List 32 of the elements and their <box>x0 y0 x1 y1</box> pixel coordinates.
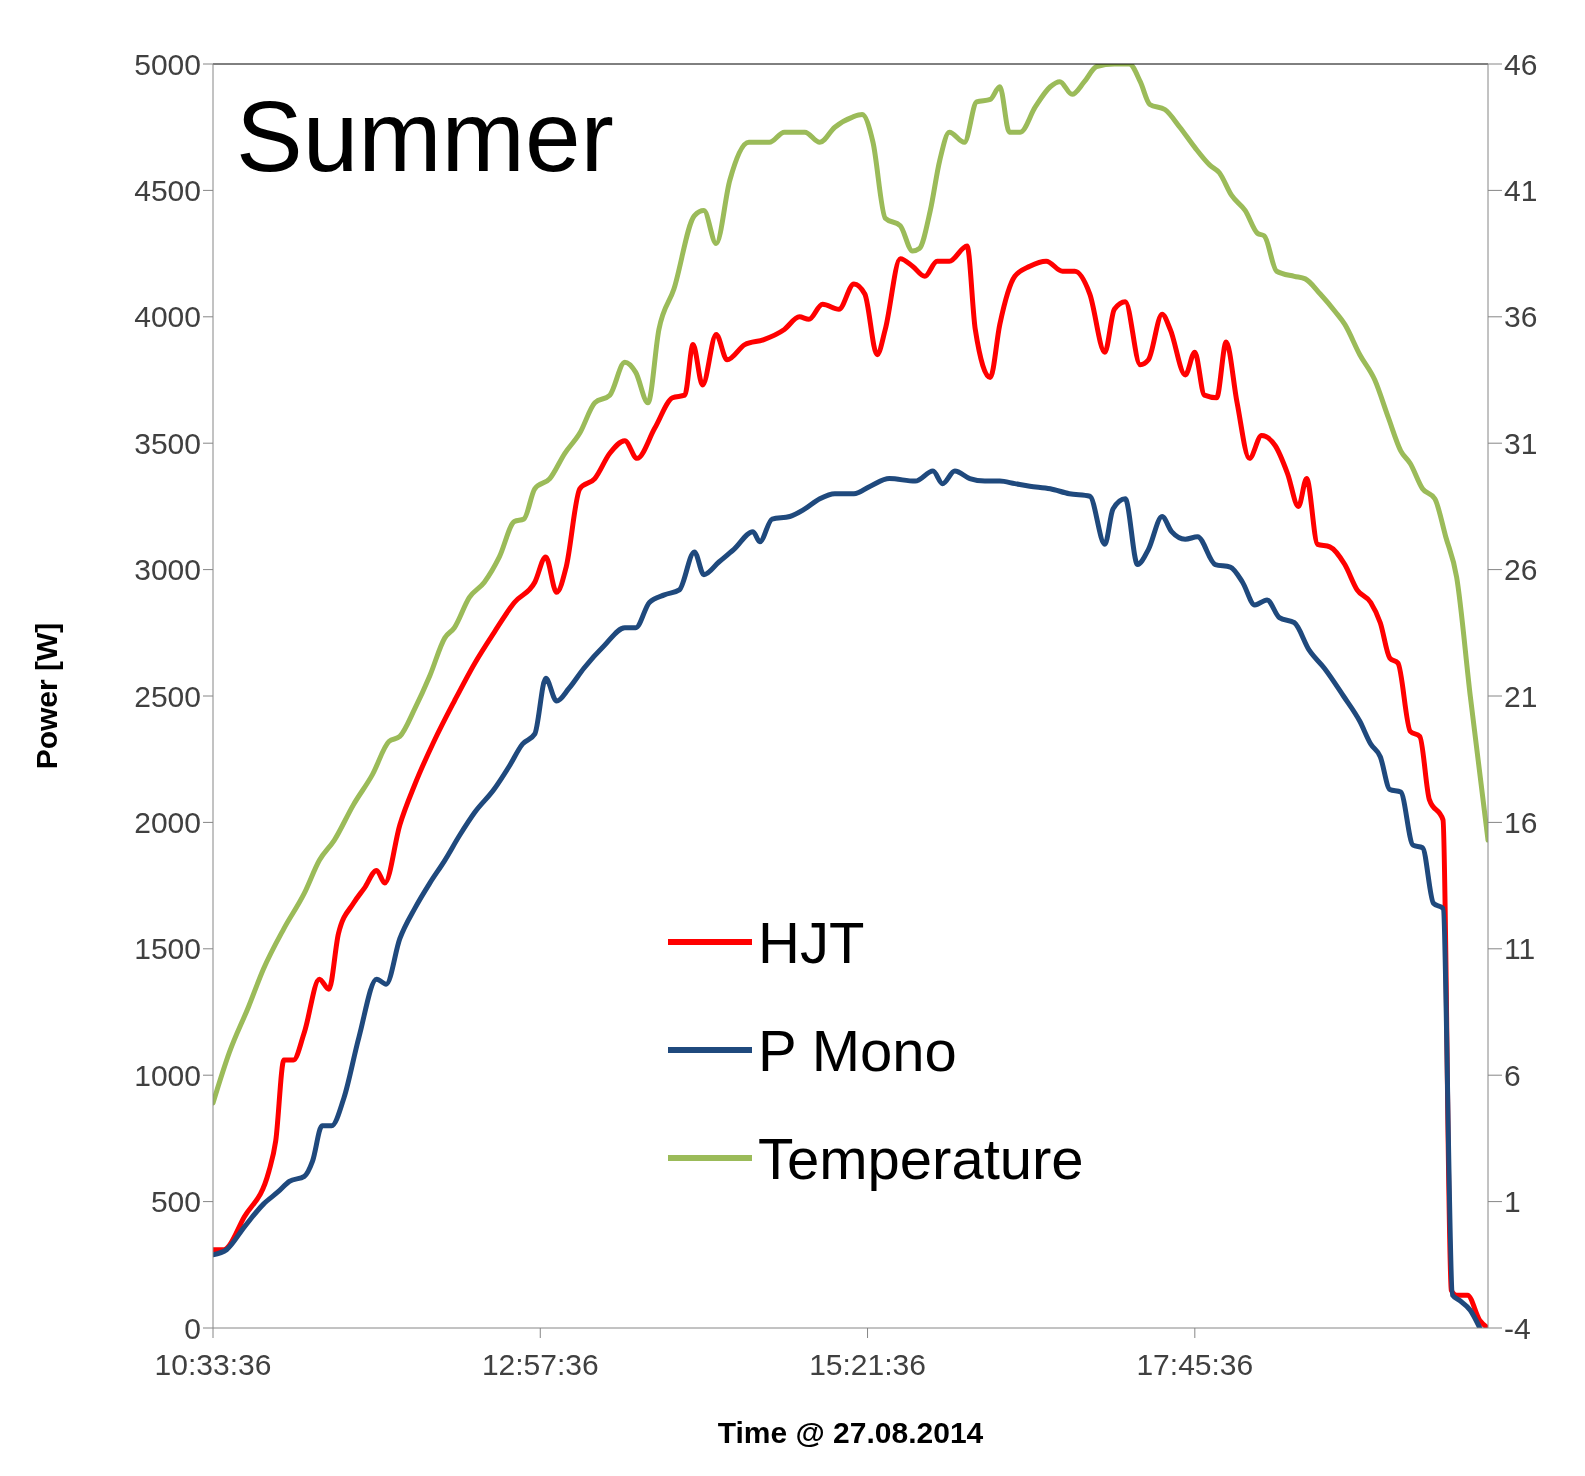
y2-tick-label: 41 <box>1504 174 1538 208</box>
y2-tick-label: 36 <box>1504 300 1538 334</box>
x-tick-label: 12:57:36 <box>481 1348 599 1382</box>
y2-tick-label: 26 <box>1504 553 1538 587</box>
legend-label: HJT <box>758 908 865 976</box>
x-tick-label: 10:33:36 <box>154 1348 272 1382</box>
y2-tick-label: 31 <box>1504 426 1538 460</box>
y-tick-label: 4000 <box>134 300 201 334</box>
y-tick-label: 2500 <box>134 679 201 713</box>
y-tick-label: 2000 <box>134 806 201 840</box>
y2-tick-label: 16 <box>1504 806 1538 840</box>
legend-label: Temperature <box>758 1124 1084 1192</box>
y2-tick-label: -4 <box>1504 1311 1531 1345</box>
y2-tick-label: 21 <box>1504 679 1538 713</box>
y-tick-label: 1000 <box>134 1058 201 1092</box>
x-tick-label: 17:45:36 <box>1136 1348 1254 1382</box>
x-tick-label: 15:21:36 <box>809 1348 926 1382</box>
y-tick-label: 500 <box>150 1185 201 1219</box>
chart-title: Summer <box>236 80 614 192</box>
y-tick-label: 4500 <box>134 174 201 208</box>
y-tick-label: 3000 <box>134 553 201 587</box>
y-tick-label: 5000 <box>134 47 201 81</box>
y2-tick-label: 1 <box>1504 1185 1521 1219</box>
y-tick-label: 0 <box>184 1311 201 1345</box>
y-tick-label: 3500 <box>134 426 201 460</box>
legend-label: P Mono <box>758 1016 957 1084</box>
y-axis-title: Power [W] <box>29 622 63 770</box>
y2-tick-label: 6 <box>1504 1058 1521 1092</box>
y2-tick-label: 46 <box>1504 47 1538 81</box>
y-tick-label: 1500 <box>134 932 201 966</box>
y2-tick-label: 11 <box>1504 932 1536 966</box>
x-axis-title: Time @ 27.08.2014 <box>717 1416 984 1449</box>
